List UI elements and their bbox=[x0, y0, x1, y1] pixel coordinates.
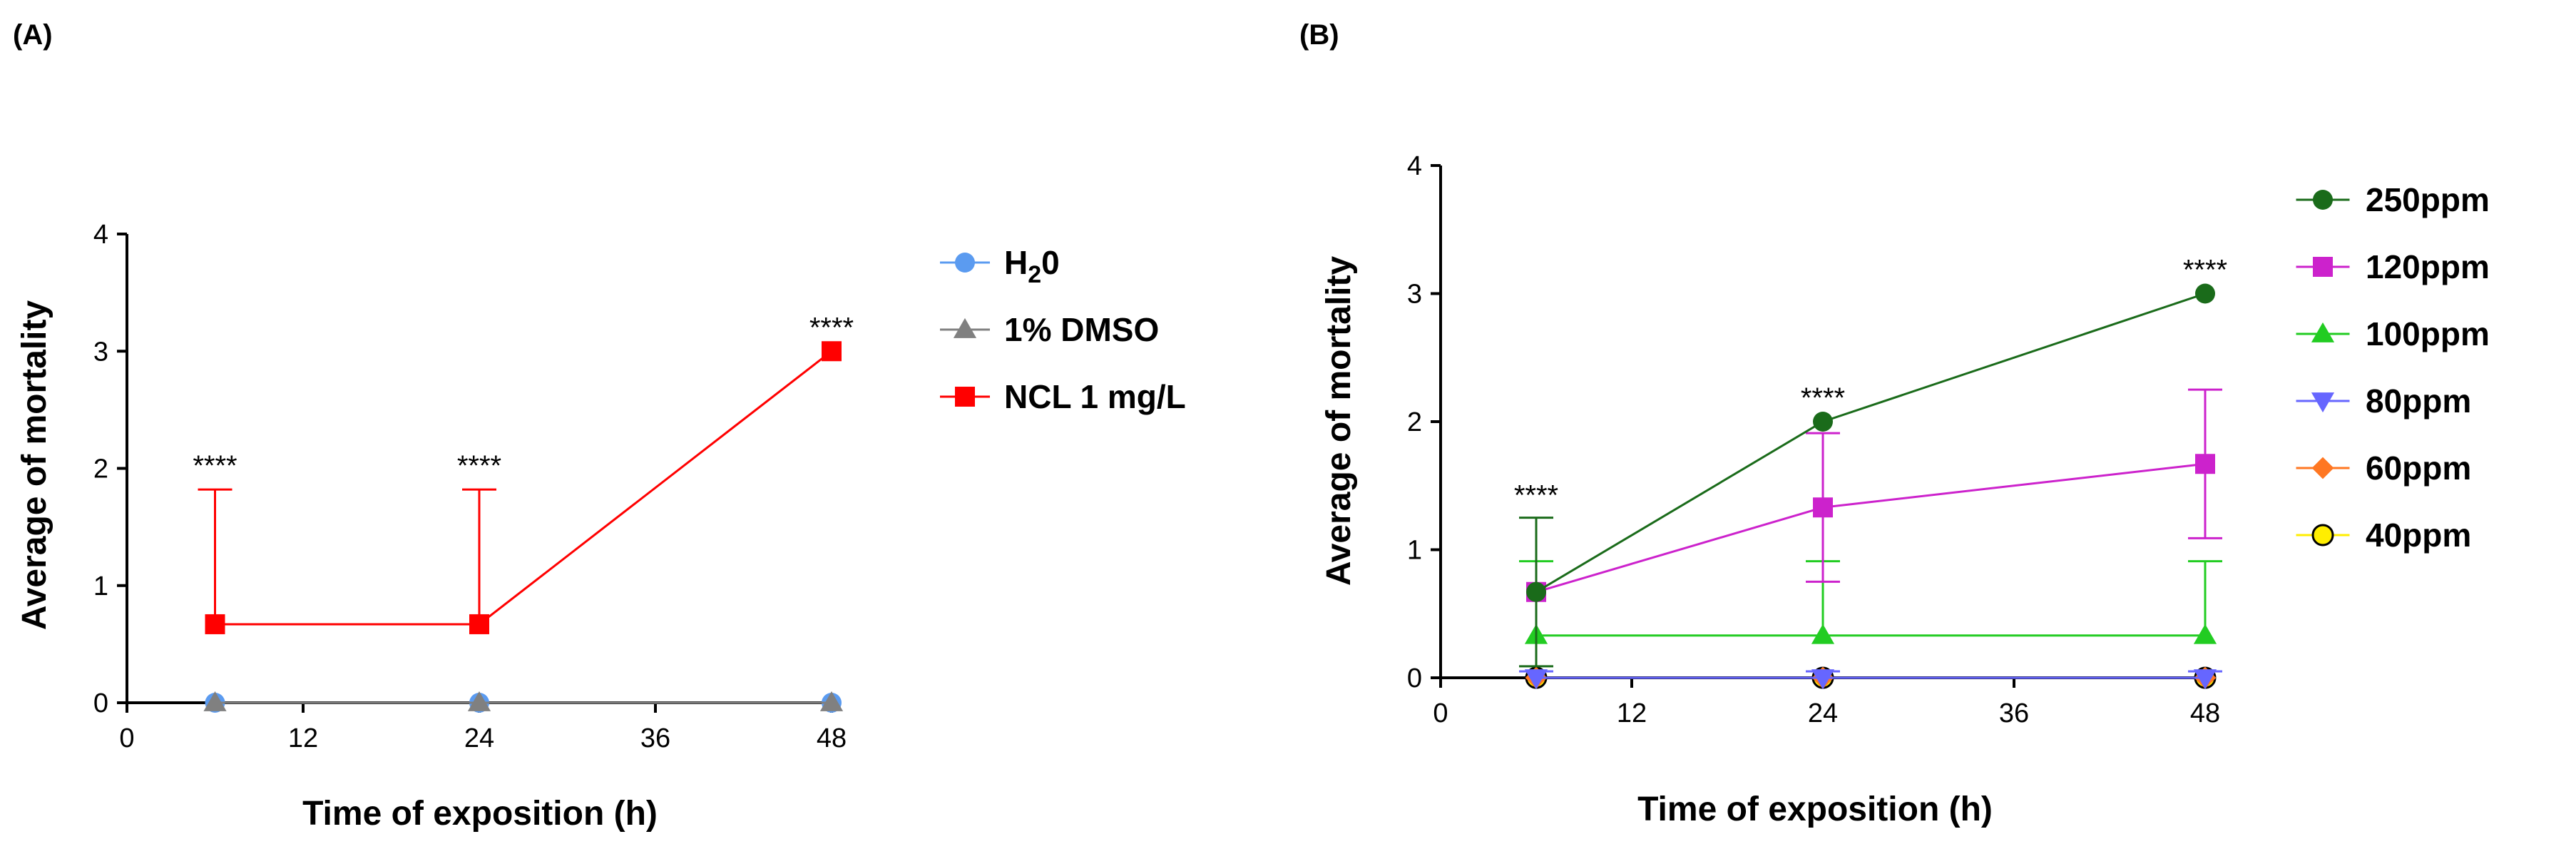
x-tick-label: 36 bbox=[640, 723, 670, 753]
y-tick-label: 4 bbox=[1407, 151, 1422, 181]
legend-marker bbox=[2313, 190, 2333, 210]
y-tick-label: 3 bbox=[93, 337, 108, 367]
x-tick-label: 48 bbox=[2190, 698, 2220, 728]
y-tick-label: 2 bbox=[1407, 407, 1422, 437]
legend-label: 60ppm bbox=[2366, 449, 2471, 487]
panel-b: (B) Average of mortality Time of exposit… bbox=[1299, 19, 2490, 828]
legend-label: 80ppm bbox=[2366, 382, 2471, 420]
legend-label: 100ppm bbox=[2366, 315, 2490, 352]
panel-b-label: (B) bbox=[1299, 19, 1339, 51]
series-120ppm bbox=[1526, 388, 2222, 602]
legend-label: 250ppm bbox=[2366, 181, 2490, 218]
significance-annotation: **** bbox=[2183, 255, 2227, 286]
panel-a-annotations: **** **** **** bbox=[193, 312, 854, 482]
legend-marker bbox=[2311, 392, 2335, 413]
legend-marker bbox=[2311, 457, 2334, 479]
panel-b-ylabel: Average of mortality bbox=[1320, 256, 1358, 586]
legend-item: 60ppm bbox=[2296, 449, 2471, 487]
series-ncl-1-mg-l bbox=[198, 341, 842, 634]
legend-item: 250ppm bbox=[2296, 181, 2490, 218]
y-tick-label: 3 bbox=[1407, 280, 1422, 310]
data-point bbox=[2193, 624, 2217, 644]
panel-a-xlabel: Time of exposition (h) bbox=[302, 795, 658, 833]
legend-item: 40ppm bbox=[2296, 517, 2471, 554]
data-point bbox=[1524, 669, 1548, 690]
series-line bbox=[1535, 293, 2206, 594]
series-80ppm bbox=[1519, 669, 2222, 690]
legend-item: 120ppm bbox=[2296, 248, 2490, 285]
x-tick-label: 24 bbox=[1808, 698, 1838, 728]
y-tick-label: 0 bbox=[1407, 664, 1422, 693]
legend-label: 120ppm bbox=[2366, 248, 2490, 285]
panel-a-ylabel: Average of mortality bbox=[16, 300, 53, 631]
significance-annotation: **** bbox=[1514, 479, 1558, 511]
panel-a: (A) Average of mortality Time of exposit… bbox=[13, 19, 1186, 833]
legend-label: NCL 1 mg/L bbox=[1004, 378, 1186, 415]
panel-b-xlabel: Time of exposition (h) bbox=[1637, 791, 1993, 828]
data-point bbox=[1526, 581, 1546, 602]
data-point bbox=[822, 341, 842, 362]
panel-a-legend: H20 1% DMSO NCL 1 mg/L bbox=[940, 244, 1186, 415]
legend-marker bbox=[2311, 524, 2334, 547]
data-point bbox=[2193, 669, 2217, 690]
panel-a-series bbox=[198, 341, 844, 713]
legend-item: H20 bbox=[940, 244, 1060, 288]
legend-marker bbox=[955, 253, 975, 273]
panel-b-annotations: **** **** **** bbox=[1514, 255, 2227, 512]
y-tick-label: 2 bbox=[93, 454, 108, 484]
panel-a-label: (A) bbox=[13, 19, 53, 51]
data-point bbox=[2195, 454, 2215, 474]
significance-annotation: **** bbox=[457, 450, 501, 482]
x-tick-label: 12 bbox=[1617, 698, 1647, 728]
legend-label: 1% DMSO bbox=[1004, 311, 1159, 348]
legend-marker bbox=[953, 317, 977, 338]
series-line bbox=[215, 350, 832, 626]
legend-item: 100ppm bbox=[2296, 315, 2490, 352]
data-point bbox=[203, 691, 227, 711]
series-1-dmso bbox=[203, 691, 844, 711]
y-tick-label: 1 bbox=[1407, 536, 1422, 566]
legend-item: 1% DMSO bbox=[940, 311, 1159, 348]
legend-marker bbox=[2311, 322, 2335, 342]
panel-b-legend: 250ppm 120ppm 100ppm 80ppm 60ppm 40ppm bbox=[2296, 181, 2490, 554]
legend-item: NCL 1 mg/L bbox=[940, 378, 1186, 415]
y-tick-label: 0 bbox=[93, 688, 108, 718]
panel-b-series bbox=[1519, 283, 2222, 690]
legend-marker bbox=[955, 387, 975, 407]
y-tick-label: 1 bbox=[93, 571, 108, 601]
legend-marker bbox=[2313, 257, 2333, 277]
series-250ppm bbox=[1519, 283, 2215, 668]
significance-annotation: **** bbox=[1801, 382, 1845, 414]
series-100ppm bbox=[1519, 560, 2222, 644]
x-tick-label: 48 bbox=[817, 723, 847, 753]
x-tick-label: 12 bbox=[288, 723, 318, 753]
series-line bbox=[1535, 462, 2206, 594]
data-point bbox=[469, 614, 489, 634]
legend-item: 80ppm bbox=[2296, 382, 2471, 420]
data-point bbox=[819, 691, 844, 711]
data-point bbox=[2195, 283, 2215, 304]
data-point bbox=[1813, 497, 1833, 518]
x-tick-label: 0 bbox=[1433, 698, 1448, 728]
legend-label: 40ppm bbox=[2366, 517, 2471, 554]
significance-annotation: **** bbox=[809, 312, 854, 343]
y-tick-label: 4 bbox=[93, 220, 108, 250]
data-point bbox=[1811, 624, 1835, 644]
data-point bbox=[1813, 412, 1833, 432]
legend-label: H20 bbox=[1004, 244, 1060, 288]
data-point bbox=[205, 614, 225, 634]
data-point bbox=[467, 691, 491, 711]
data-point bbox=[1811, 669, 1835, 690]
significance-annotation: **** bbox=[193, 450, 237, 482]
x-tick-label: 24 bbox=[464, 723, 494, 753]
x-tick-label: 0 bbox=[119, 723, 134, 753]
x-tick-label: 36 bbox=[1999, 698, 2029, 728]
